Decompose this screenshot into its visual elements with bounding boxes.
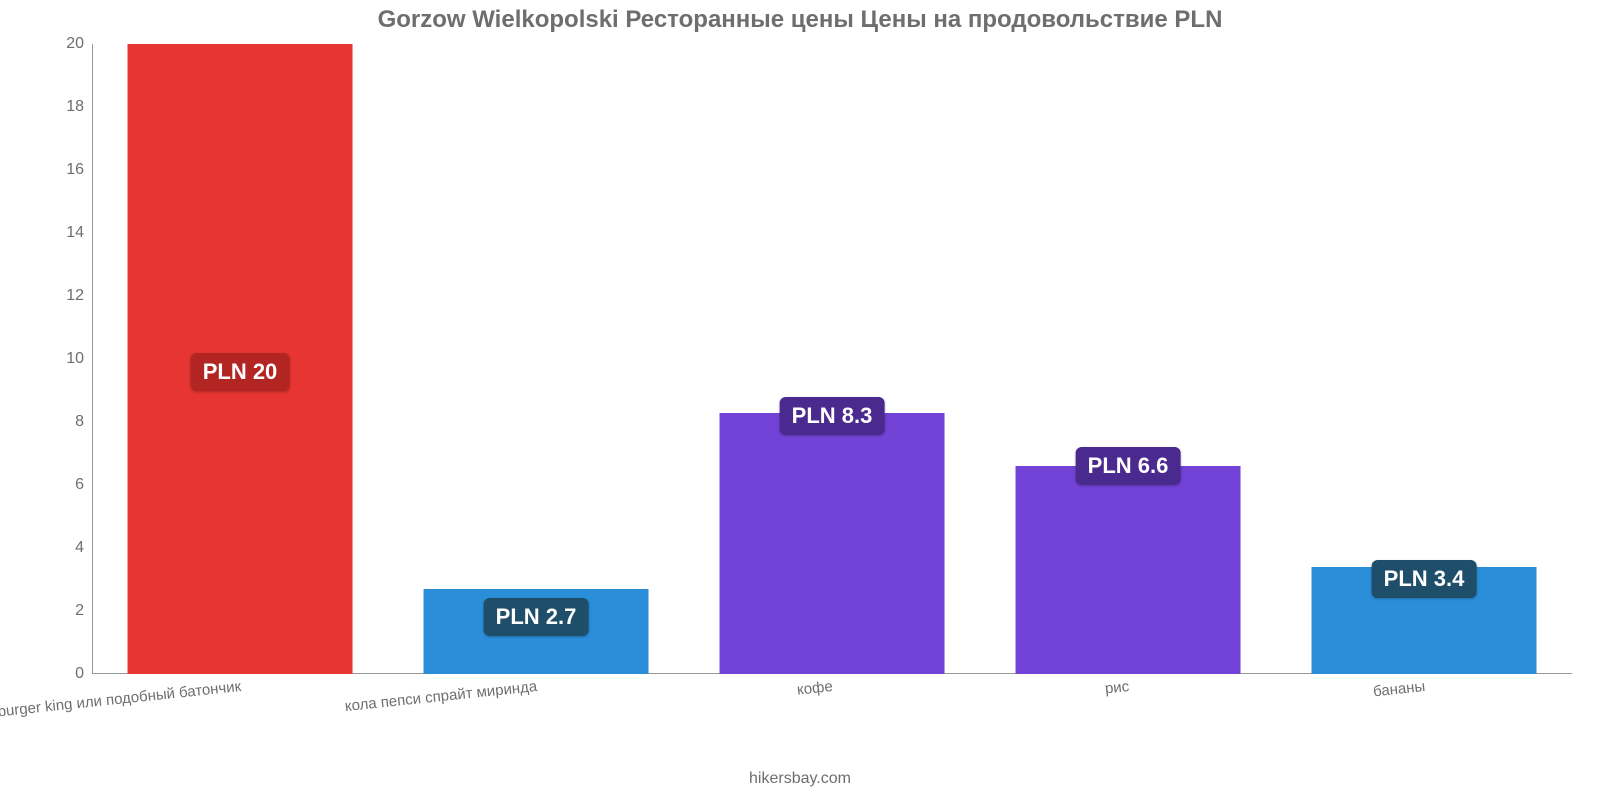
x-axis-label: кола пепси спрайт миринда	[344, 678, 538, 715]
x-axis-label: кофе	[796, 678, 833, 699]
bar-slot: PLN 3.4	[1276, 44, 1572, 674]
y-tick-label: 4	[75, 539, 84, 557]
y-tick-label: 14	[66, 224, 84, 242]
y-tick-label: 6	[75, 476, 84, 494]
x-axis-label: mac burger king или подобный батончик	[0, 678, 242, 724]
value-badge: PLN 20	[191, 353, 290, 391]
x-axis-label: рис	[1104, 678, 1130, 697]
y-tick-label: 8	[75, 413, 84, 431]
plot-area: 02468101214161820 PLN 20PLN 2.7PLN 8.3PL…	[92, 44, 1572, 674]
bar-slot: PLN 20	[92, 44, 388, 674]
y-tick-label: 12	[66, 287, 84, 305]
y-tick-label: 10	[66, 350, 84, 368]
bar	[1016, 466, 1241, 674]
y-tick-label: 16	[66, 161, 84, 179]
chart-title: Gorzow Wielkopolski Ресторанные цены Цен…	[0, 6, 1600, 34]
value-badge: PLN 8.3	[780, 397, 885, 435]
y-tick-label: 20	[66, 35, 84, 53]
value-badge: PLN 3.4	[1372, 560, 1477, 598]
bars-container: PLN 20 PLN 2.7 PLN 8.3 PLN 6.6 PLN 3.4	[92, 44, 1572, 674]
value-badge: PLN 2.7	[484, 598, 589, 636]
bar	[720, 413, 945, 674]
bar-slot: PLN 6.6	[980, 44, 1276, 674]
x-axis-label: бананы	[1372, 678, 1426, 700]
value-badge: PLN 6.6	[1076, 447, 1181, 485]
y-tick-label: 0	[75, 665, 84, 683]
attribution-text: hikersbay.com	[0, 770, 1600, 788]
y-tick-label: 2	[75, 602, 84, 620]
bar-slot: PLN 8.3	[684, 44, 980, 674]
price-bar-chart: Gorzow Wielkopolski Ресторанные цены Цен…	[0, 0, 1600, 800]
y-tick-label: 18	[66, 98, 84, 116]
bar-slot: PLN 2.7	[388, 44, 684, 674]
